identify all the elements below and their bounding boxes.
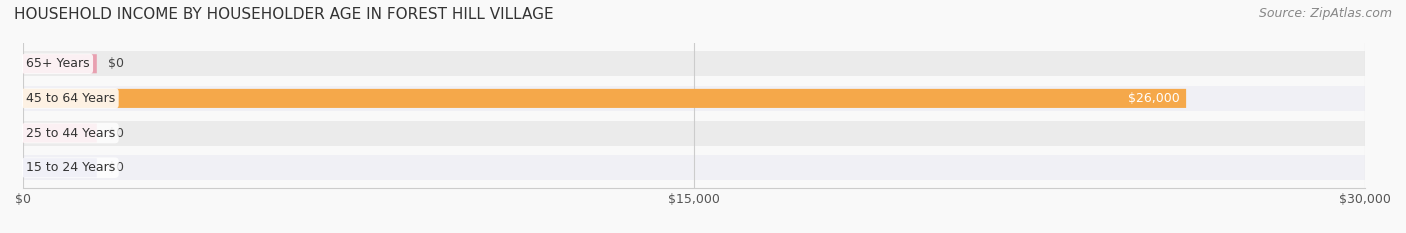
Text: HOUSEHOLD INCOME BY HOUSEHOLDER AGE IN FOREST HILL VILLAGE: HOUSEHOLD INCOME BY HOUSEHOLDER AGE IN F… (14, 7, 554, 22)
Text: 45 to 64 Years: 45 to 64 Years (25, 92, 115, 105)
Text: $0: $0 (107, 161, 124, 174)
Text: Source: ZipAtlas.com: Source: ZipAtlas.com (1258, 7, 1392, 20)
Text: 15 to 24 Years: 15 to 24 Years (25, 161, 115, 174)
Bar (22, 86, 1365, 111)
Bar (22, 155, 1365, 180)
Text: $0: $0 (107, 127, 124, 140)
Bar (22, 51, 1365, 76)
Text: $26,000: $26,000 (1128, 92, 1180, 105)
FancyBboxPatch shape (22, 158, 97, 177)
Text: $0: $0 (107, 57, 124, 70)
Text: 25 to 44 Years: 25 to 44 Years (25, 127, 115, 140)
FancyBboxPatch shape (22, 89, 1187, 108)
FancyBboxPatch shape (22, 54, 97, 73)
FancyBboxPatch shape (22, 123, 97, 143)
Text: 65+ Years: 65+ Years (25, 57, 90, 70)
Bar (22, 120, 1365, 146)
